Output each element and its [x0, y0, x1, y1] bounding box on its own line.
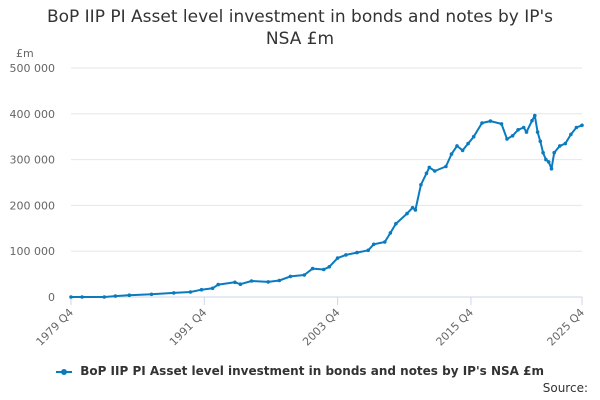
- data-point: [335, 256, 340, 260]
- chart-title-line-2: NSA £m: [265, 29, 335, 49]
- data-point: [510, 134, 515, 138]
- data-point: [188, 290, 193, 294]
- data-point: [521, 125, 526, 130]
- data-point: [455, 144, 459, 148]
- data-point: [419, 183, 423, 187]
- data-point: [210, 286, 215, 291]
- data-point: [302, 273, 307, 277]
- data-point: [388, 231, 393, 235]
- data-point: [394, 221, 398, 226]
- data-point: [410, 205, 415, 210]
- data-point: [574, 125, 579, 130]
- data-point: [466, 141, 470, 146]
- data-point: [233, 280, 237, 285]
- data-point: [249, 279, 254, 283]
- y-tick-label: 300 000: [10, 154, 56, 167]
- data-point: [371, 242, 376, 247]
- data-point: [552, 150, 556, 155]
- x-tick-label: 2015 Q4: [433, 306, 476, 349]
- data-point: [383, 240, 387, 244]
- data-point: [266, 280, 271, 284]
- y-tick-label: 200 000: [10, 199, 56, 212]
- data-point: [277, 278, 282, 283]
- data-point: [310, 266, 315, 271]
- data-point: [546, 160, 551, 164]
- x-axis: 1979 Q4 1991 Q4 2003 Q4 2015 Q4 2025 Q4: [34, 296, 588, 349]
- chart-title-line-1: BoP IIP PI Asset level investment in bon…: [46, 7, 554, 27]
- x-tick-label: 1991 Q4: [167, 306, 210, 349]
- data-point: [533, 113, 537, 118]
- data-point: [516, 128, 520, 132]
- data-point: [488, 119, 493, 123]
- data-point: [580, 123, 584, 128]
- x-tick-label: 2025 Q4: [545, 306, 588, 349]
- legend[interactable]: BoP IIP PI Asset level investment in bon…: [0, 364, 600, 378]
- data-point: [549, 167, 554, 171]
- data-point: [344, 253, 348, 257]
- data-point: [535, 130, 540, 134]
- y-axis-ticks: 0 100 000 200 000 300 000 400 000 500 000: [10, 62, 56, 304]
- x-tick-label: 1979 Q4: [34, 306, 77, 349]
- data-point: [321, 267, 326, 272]
- data-point: [444, 164, 448, 169]
- data-point: [172, 291, 176, 295]
- data-point: [355, 250, 359, 255]
- y-tick-label: 400 000: [10, 108, 56, 121]
- gridlines: [71, 67, 582, 298]
- data-point: [199, 287, 204, 292]
- data-point: [238, 282, 243, 287]
- y-tick-label: 100 000: [10, 245, 56, 258]
- data-point: [538, 139, 543, 144]
- data-point: [558, 144, 562, 148]
- data-point: [216, 282, 220, 287]
- data-point: [413, 208, 418, 212]
- data-point: [149, 292, 154, 297]
- legend-swatch: [56, 368, 72, 375]
- data-point: [563, 141, 568, 146]
- data-point: [288, 274, 293, 279]
- data-point: [80, 295, 84, 299]
- data-point: [541, 150, 545, 155]
- series-line: [71, 114, 583, 298]
- data-point: [460, 148, 465, 153]
- data-point: [544, 157, 548, 162]
- x-tick-label: 2003 Q4: [300, 306, 343, 349]
- data-point: [424, 171, 429, 176]
- data-point: [569, 132, 573, 137]
- data-point: [69, 295, 73, 299]
- data-point: [102, 295, 107, 299]
- data-point: [127, 293, 132, 298]
- y-axis-label: £m: [16, 47, 34, 60]
- series-group: [69, 113, 584, 299]
- data-point: [366, 248, 371, 253]
- data-point: [449, 152, 454, 156]
- data-point: [433, 169, 437, 173]
- data-point: [471, 134, 476, 139]
- legend-label: BoP IIP PI Asset level investment in bon…: [80, 364, 544, 378]
- data-point: [499, 122, 504, 126]
- data-point: [113, 294, 118, 298]
- chart-title: BoP IIP PI Asset level investment in bon…: [0, 6, 600, 50]
- y-tick-label: 0: [48, 291, 55, 304]
- data-point: [405, 211, 409, 216]
- data-point: [327, 265, 332, 269]
- data-point: [505, 137, 509, 141]
- y-tick-label: 500 000: [10, 62, 56, 75]
- data-point: [524, 130, 529, 134]
- source-note: Source:: [542, 381, 588, 395]
- data-point: [530, 118, 534, 123]
- data-point: [480, 121, 484, 125]
- data-point: [427, 165, 432, 170]
